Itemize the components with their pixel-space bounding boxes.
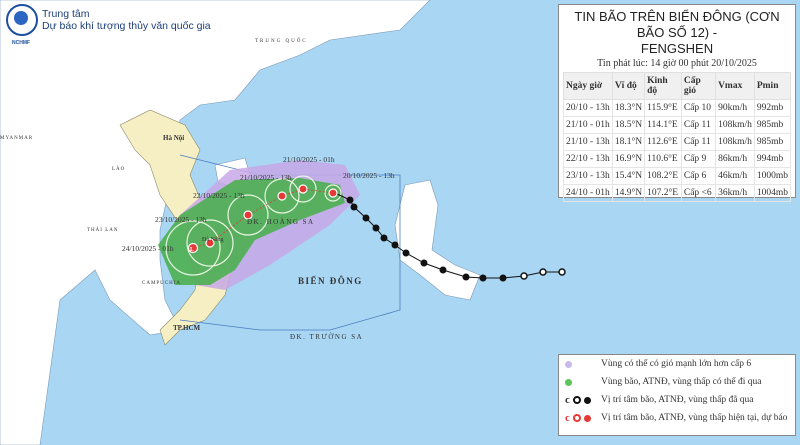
table-cell: 994mb	[753, 150, 792, 168]
header: NCHMF Trung tâm Dự báo khí tượng thủy vă…	[6, 4, 211, 46]
org-name-line2: Dự báo khí tượng thủy văn quốc gia	[42, 20, 211, 32]
forecast-label: 21/10/2025 - 13h	[240, 173, 292, 182]
table-cell: 15.4°N	[611, 167, 646, 185]
label-china: TRUNG QUỐC	[255, 38, 308, 44]
label-hanoi: Hà Nội	[163, 134, 184, 142]
label-hoang-sa: ĐK. HOÀNG SA	[247, 218, 315, 226]
table-cell: Cấp 9	[680, 150, 717, 168]
forecast-label: 21/10/2025 - 01h	[283, 155, 335, 164]
legend-item: Vùng có thể có gió mạnh lớn hơn cấp 6	[559, 355, 795, 373]
table-row: 21/10 - 13h 18.1°N 112.6°E Cấp 11 108km/h 985…	[563, 133, 792, 151]
label-thailand: THÁI LAN	[87, 227, 118, 233]
table-row: 22/10 - 13h 16.9°N 110.6°E Cấp 9 86km/h 994mb	[563, 150, 792, 168]
past-depression-positions	[520, 268, 566, 280]
legend-item: Vùng bão, ATNĐ, vùng thấp có thể đi qua	[559, 373, 795, 391]
table-cell: 985mb	[753, 133, 792, 151]
forecast-time-labels: 20/10/2025 - 13h 21/10/2025 - 01h 21/10/…	[122, 155, 395, 253]
forecast-table: Ngày giờ Vĩ độ Kinh độ Cấp gió Vmax Pmin 20/1…	[563, 72, 792, 202]
philippines-land	[394, 179, 481, 301]
bulletin-issued-time: Tin phát lúc: 14 giờ 00 phút 20/10/2025	[597, 58, 757, 69]
table-cell: 115.9°E	[644, 99, 682, 117]
label-truong-sa: ĐK. TRƯỜNG SA	[290, 333, 363, 341]
label-myanmar: MYANMAR	[0, 136, 33, 141]
table-cell: 86km/h	[715, 150, 755, 168]
past-positions	[346, 196, 507, 282]
table-cell: 992mb	[753, 99, 792, 117]
table-row: 24/10 - 01h 14.9°N 107.2°E Cấp <6 36km/h 1004…	[563, 184, 792, 202]
table-cell: 22/10 - 13h	[563, 150, 613, 168]
table-cell: 21/10 - 01h	[563, 116, 613, 134]
forecast-label: 24/10/2025 - 01h	[122, 244, 174, 253]
label-danang: Đà Nẵng	[202, 236, 224, 243]
geographic-labels: TRUNG QUỐC MYANMAR Hà Nội LÀO THÁI LAN C…	[0, 38, 363, 341]
table-cell: 107.2°E	[644, 184, 682, 202]
table-cell: 18.5°N	[611, 116, 646, 134]
forecast-label: 23/10/2025 - 13h	[155, 215, 207, 224]
table-cell: Cấp 10	[680, 99, 717, 117]
table-cell: Cấp 11	[680, 133, 717, 151]
mainland-land	[0, 0, 431, 445]
bulletin-panel: TIN BÃO TRÊN BIỂN ĐÔNG (CƠN BÃO SỐ 12) -…	[558, 4, 796, 202]
table-cell: 112.6°E	[644, 133, 682, 151]
table-cell: 985mb	[753, 116, 792, 134]
bulletin-title: TIN BÃO TRÊN BIỂN ĐÔNG (CƠN BÃO SỐ 12) -…	[574, 9, 780, 56]
column-header: Pmin	[753, 72, 792, 100]
table-row: 23/10 - 13h 15.4°N 108.2°E Cấp 6 46km/h 1000m…	[563, 167, 792, 185]
label-cambodia: CAMPUCHIA	[142, 281, 181, 286]
green-dot-icon	[565, 378, 572, 386]
nchmf-logo: NCHMF	[6, 4, 38, 46]
table-row: 21/10 - 01h 18.5°N 114.1°E Cấp 11 108km/h 985…	[563, 116, 792, 134]
table-cell: 108km/h	[715, 116, 755, 134]
table-cell: Cấp <6	[680, 184, 717, 202]
column-header: Ngày giờ	[563, 72, 613, 100]
label-hcm: TP.HCM	[173, 324, 201, 332]
table-cell: 46km/h	[715, 167, 755, 185]
table-cell: 16.9°N	[611, 150, 646, 168]
table-cell: 20/10 - 13h	[563, 99, 613, 117]
table-cell: 21/10 - 13h	[563, 133, 613, 151]
column-header: Vmax	[715, 72, 755, 100]
table-row: 20/10 - 13h 18.3°N 115.9°E Cấp 10 90km/h 992m…	[563, 99, 792, 117]
legend: Vùng có thể có gió mạnh lớn hơn cấp 6 Vù…	[558, 354, 796, 436]
table-cell: 14.9°N	[611, 184, 646, 202]
column-header: Kinh độ	[644, 72, 682, 100]
table-cell: 90km/h	[715, 99, 755, 117]
table-cell: 1000mb	[753, 167, 792, 185]
forecast-radius-circles	[165, 175, 342, 276]
label-laos: LÀO	[112, 166, 125, 172]
table-cell: 23/10 - 13h	[563, 167, 613, 185]
past-track-line	[334, 192, 562, 279]
table-cell: 18.1°N	[611, 133, 646, 151]
forecast-label: 22/10/2025 - 13h	[193, 191, 245, 200]
table-cell: 1004mb	[753, 184, 792, 202]
table-cell: 114.1°E	[644, 116, 682, 134]
legend-item: ϲ Vị trí tâm bão, ATNĐ, vùng thấp đã qua	[565, 394, 754, 406]
table-cell: 36km/h	[715, 184, 755, 202]
forecast-positions	[187, 184, 338, 254]
table-cell: 110.6°E	[644, 150, 682, 168]
table-cell: 24/10 - 01h	[563, 184, 613, 202]
column-header: Cấp gió	[680, 72, 717, 100]
org-name-line1: Trung tâm	[42, 8, 90, 20]
column-header: Vĩ độ	[611, 72, 646, 100]
low-pressure-marker: L	[190, 247, 194, 253]
table-cell: 18.3°N	[611, 99, 646, 117]
table-cell: Cấp 11	[680, 116, 717, 134]
table-cell: Cấp 6	[680, 167, 717, 185]
storm-probable-zone	[158, 178, 345, 285]
red-storm-symbols-icon: ϲ	[565, 412, 601, 424]
legend-item: ϲ Vị trí tâm bão, ATNĐ, vùng thấp hiện t…	[565, 412, 788, 424]
table-cell: 108km/h	[715, 133, 755, 151]
purple-dot-icon	[565, 360, 572, 368]
forecast-label: 20/10/2025 - 13h	[343, 171, 395, 180]
table-cell: 108.2°E	[644, 167, 682, 185]
label-bien-dong: BIỂN ĐÔNG	[298, 276, 363, 286]
black-storm-symbols-icon: ϲ	[565, 394, 601, 406]
